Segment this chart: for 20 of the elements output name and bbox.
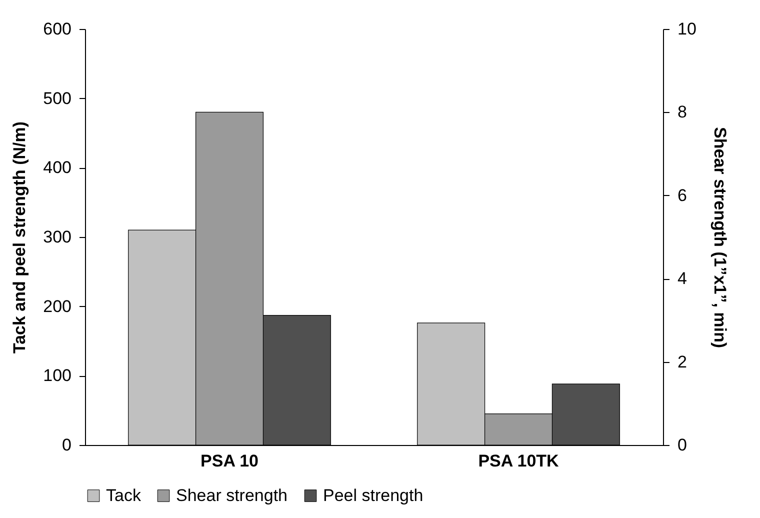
y-tick-label: 200	[43, 296, 72, 316]
y-tick-label: 500	[43, 88, 72, 108]
y2-tick-label: 6	[678, 186, 687, 205]
x-tick-label: PSA 10TK	[478, 452, 560, 470]
y2-tick-label: 4	[678, 269, 687, 288]
y2-axis-title: Shear strength (1”x1”, min)	[710, 126, 730, 348]
y-tick-label: 0	[62, 436, 72, 454]
y2-tick-label: 0	[678, 436, 687, 454]
y2-tick-label: 10	[678, 20, 696, 38]
legend-label: Peel strength	[323, 486, 424, 505]
y-axis-title: Tack and peel strength (N/m)	[10, 121, 30, 354]
y2-tick-label: 2	[678, 352, 687, 372]
legend-label: Tack	[106, 486, 142, 505]
y2-tick-label: 8	[678, 102, 687, 122]
y-tick-label: 600	[43, 20, 72, 38]
x-tick-label: PSA 10	[200, 452, 258, 470]
y-tick-label: 400	[43, 158, 72, 178]
y-tick-label: 100	[43, 366, 72, 386]
y-tick-label: 300	[43, 228, 72, 246]
legend-label: Shear strength	[176, 486, 288, 505]
